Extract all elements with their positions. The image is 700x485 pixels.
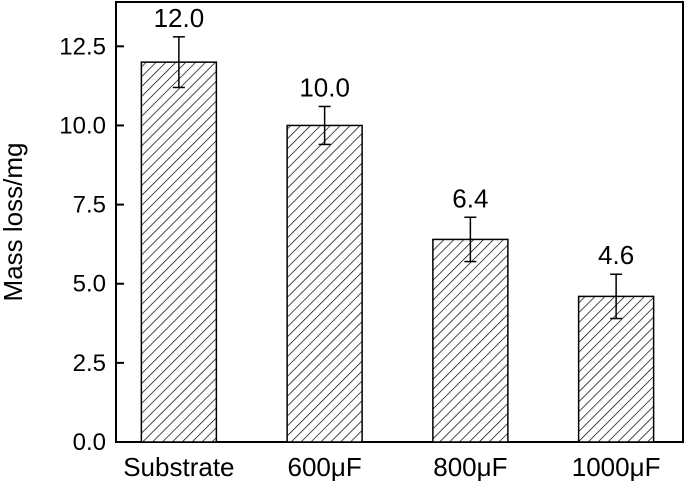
x-category-label: Substrate (123, 452, 234, 482)
x-category-label: 1000μF (572, 452, 661, 482)
y-axis-ticks: 0.0 2.5 5.0 7.5 10.0 12.5 (59, 33, 124, 456)
y-tick-label: 7.5 (73, 192, 106, 219)
y-tick-label: 2.5 (73, 350, 106, 377)
bar-value-label: 12.0 (154, 3, 205, 33)
bar-value-label: 4.6 (598, 240, 634, 270)
bar (140, 61, 218, 443)
y-tick-label: 10.0 (59, 112, 106, 139)
bar (432, 238, 509, 443)
bar (286, 124, 363, 443)
x-category-label: 800μF (433, 452, 507, 482)
y-axis-title: Mass loss/mg (0, 143, 28, 302)
bars-group: 12.0 Substrate 10.0 600μF 6.4 800μF 4.6 1000μF (123, 3, 660, 482)
bar-value-label: 10.0 (299, 72, 350, 102)
x-category-label: 600μF (288, 452, 362, 482)
y-tick-label: 0.0 (73, 429, 106, 456)
plot-frame (115, 1, 684, 443)
bar-value-label: 6.4 (452, 183, 488, 213)
y-tick-label: 12.5 (59, 33, 106, 60)
y-tick-label: 5.0 (73, 271, 106, 298)
